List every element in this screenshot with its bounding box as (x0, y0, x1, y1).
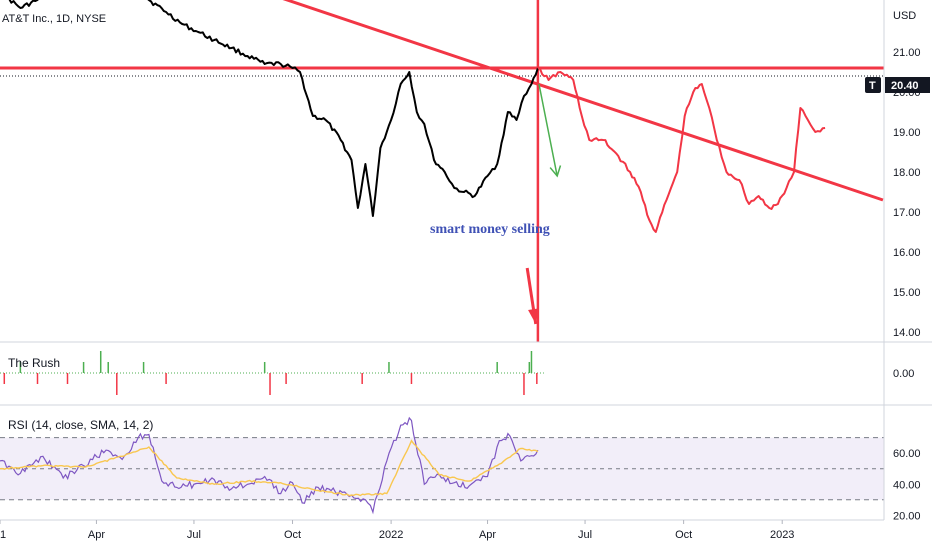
symbol-badge-bg (865, 77, 881, 93)
main-pane (0, 0, 884, 342)
projection-arrow-shaft (538, 83, 558, 177)
selling-arrow-head (528, 308, 539, 324)
rsi-axis-ticks: 60.00 40.00 20.00 (893, 448, 921, 522)
price-tick-label: 19.00 (893, 127, 921, 139)
rush-tick-label: 0.00 (893, 368, 914, 380)
price-badge-text: 20.40 (891, 80, 919, 92)
time-tick-label: Jul (187, 529, 201, 541)
price-tick-label: 15.00 (893, 287, 921, 299)
current-price-badge: T 20.40 (865, 77, 930, 93)
price-tick-label: 14.00 (893, 327, 921, 339)
descending-trendline (282, 0, 884, 202)
time-tick-label: 2023 (770, 529, 794, 541)
time-tick-label: 21 (0, 529, 6, 541)
price-unit-label: USD (893, 10, 916, 22)
rush-title: The Rush (8, 356, 60, 370)
time-tick-label: Jul (578, 529, 592, 541)
symbol-badge-text: T (869, 80, 876, 92)
price-line (8, 0, 539, 217)
rush-pane (0, 351, 544, 395)
rsi-tick-label: 60.00 (893, 448, 921, 460)
price-tick-label: 18.00 (893, 167, 921, 179)
price-tick-label: 16.00 (893, 247, 921, 259)
time-axis-ticks: 21 Apr Jul Oct 2022 Apr Jul Oct 2023 (0, 520, 794, 541)
chart-title: AT&T Inc., 1D, NYSE (2, 13, 106, 25)
projection-line (537, 67, 826, 233)
time-tick-label: Oct (284, 529, 301, 541)
rsi-sma-line (0, 439, 539, 497)
time-tick-label: Apr (88, 529, 105, 541)
price-badge-bg (885, 77, 930, 93)
rsi-tick-label: 40.00 (893, 479, 921, 491)
rsi-pane (0, 416, 884, 515)
time-tick-label: 2022 (379, 529, 403, 541)
price-tick-label: 17.00 (893, 207, 921, 219)
rush-axis-ticks: 0.00 (893, 368, 914, 380)
price-tick-label: 21.00 (893, 47, 921, 59)
projection-arrow-head (549, 165, 562, 178)
rsi-line (0, 416, 539, 515)
time-tick-label: Apr (479, 529, 496, 541)
rsi-tick-label: 20.00 (893, 510, 921, 522)
time-tick-label: Oct (675, 529, 692, 541)
rsi-title: RSI (14, close, SMA, 14, 2) (8, 418, 153, 432)
smart-money-note: smart money selling (430, 222, 550, 237)
